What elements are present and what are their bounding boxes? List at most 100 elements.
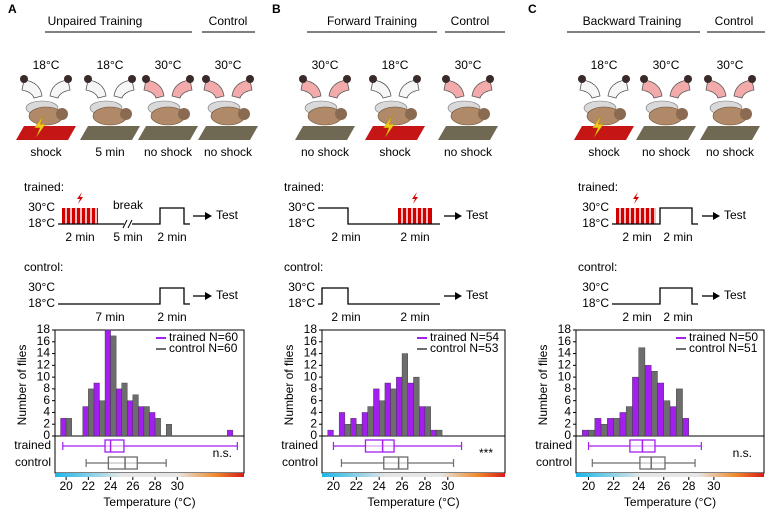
significance-label: n.s. — [213, 446, 232, 460]
duration-label: 2 min — [400, 310, 429, 324]
x-tick-label: 22 — [607, 479, 621, 493]
y-tick-label: 14 — [37, 346, 51, 360]
duration-label: 7 min — [95, 310, 124, 324]
histogram-bar — [60, 418, 67, 437]
histogram-bar — [93, 382, 100, 437]
temperature-label: 18°C — [97, 58, 124, 72]
fly-foot — [684, 75, 692, 83]
histogram-bar — [669, 406, 677, 437]
y-tick-label: 16 — [37, 334, 51, 348]
probe-arm — [579, 79, 601, 99]
x-tick-label: 24 — [632, 479, 646, 493]
low-temp-label: 18°C — [288, 296, 315, 310]
training-header: Unpaired Training — [48, 14, 143, 28]
floor-plate — [16, 126, 76, 140]
histogram-bar — [401, 353, 408, 437]
fly-foot — [299, 75, 307, 83]
x-tick-label: 28 — [418, 479, 432, 493]
histogram-bar — [384, 382, 391, 437]
high-temp-label: 30°C — [288, 280, 315, 294]
histogram-bar — [396, 376, 403, 437]
histogram-bar — [344, 424, 351, 437]
probe-arm — [171, 79, 193, 99]
probe-arm — [300, 79, 322, 99]
duration-label: 2 min — [663, 310, 692, 324]
y-tick-label: 6 — [43, 393, 50, 407]
stimulus-label: 5 min — [95, 145, 124, 159]
histogram-bar — [638, 347, 646, 437]
y-tick-label: 4 — [43, 405, 50, 419]
fly-head — [335, 108, 347, 120]
x-tick-label: 30 — [171, 479, 185, 493]
fly-head — [614, 108, 626, 120]
floor-plate — [198, 126, 258, 140]
control-header: Control — [209, 14, 248, 28]
histogram-bar — [430, 429, 437, 437]
temperature-label: 30°C — [455, 58, 482, 72]
lightning-icon — [77, 192, 83, 204]
y-tick-label: 16 — [558, 334, 572, 348]
floor-plate — [574, 126, 634, 140]
stimulus-label: shock — [588, 145, 620, 159]
box-row-label: trained — [535, 438, 572, 452]
test-label: Test — [216, 288, 239, 302]
probe-arm — [641, 79, 663, 99]
test-label: Test — [724, 208, 747, 222]
temperature-label: 30°C — [653, 58, 680, 72]
significance-label: n.s. — [733, 446, 752, 460]
fly-foot — [128, 75, 136, 83]
x-axis-label: Temperature (°C) — [103, 495, 195, 509]
histogram-bar — [663, 400, 671, 437]
histogram-bar — [682, 418, 689, 437]
y-tick-label: 18 — [558, 322, 572, 336]
x-tick-label: 20 — [59, 479, 73, 493]
temperature-label: 30°C — [717, 58, 744, 72]
histogram-bar — [413, 376, 420, 437]
high-temp-label: 30°C — [28, 200, 55, 214]
temperature-label: 30°C — [155, 58, 182, 72]
x-tick-label: 26 — [395, 479, 409, 493]
arrow-head — [713, 212, 720, 220]
fly-foot — [748, 75, 756, 83]
arrow-head — [455, 292, 462, 300]
fly-head — [178, 108, 190, 120]
temperature-trace — [612, 207, 698, 225]
legend-label: trained N=54 — [430, 330, 499, 344]
training-header: Forward Training — [327, 14, 417, 28]
temperature-trace — [58, 287, 190, 305]
histogram-bar — [419, 406, 426, 437]
histogram-bar — [367, 406, 374, 437]
y-tick-label: 0 — [43, 428, 50, 442]
arrow-head — [455, 212, 462, 220]
temperature-trace — [318, 207, 440, 225]
test-label: Test — [466, 208, 489, 222]
control-header: Control — [451, 14, 490, 28]
histogram-bar — [127, 400, 134, 437]
test-label: Test — [216, 208, 239, 222]
histogram-bar — [121, 382, 128, 437]
high-temp-label: 30°C — [582, 280, 609, 294]
legend-label: control N=53 — [430, 341, 499, 355]
temperature-gradient — [576, 473, 764, 477]
lightning-icon — [412, 192, 418, 204]
high-temp-label: 30°C — [288, 200, 315, 214]
histogram-bar — [644, 365, 652, 437]
legend-label: control N=51 — [689, 341, 758, 355]
y-tick-label: 12 — [37, 358, 51, 372]
temperature-trace — [58, 207, 190, 225]
protocol-title: trained: — [578, 180, 618, 194]
histogram-bar — [338, 412, 346, 437]
box-row-label: control — [282, 455, 318, 469]
fly-head — [676, 108, 688, 120]
fly-foot — [64, 75, 72, 83]
histogram-bar — [676, 388, 683, 437]
x-tick-label: 30 — [707, 479, 721, 493]
probe-arm — [669, 79, 691, 99]
y-tick-label: 18 — [304, 322, 318, 336]
histogram-bar — [607, 418, 614, 437]
y-tick-label: 12 — [304, 358, 318, 372]
panel-letter: C — [528, 2, 537, 16]
box — [383, 456, 409, 470]
y-tick-label: 0 — [310, 428, 317, 442]
